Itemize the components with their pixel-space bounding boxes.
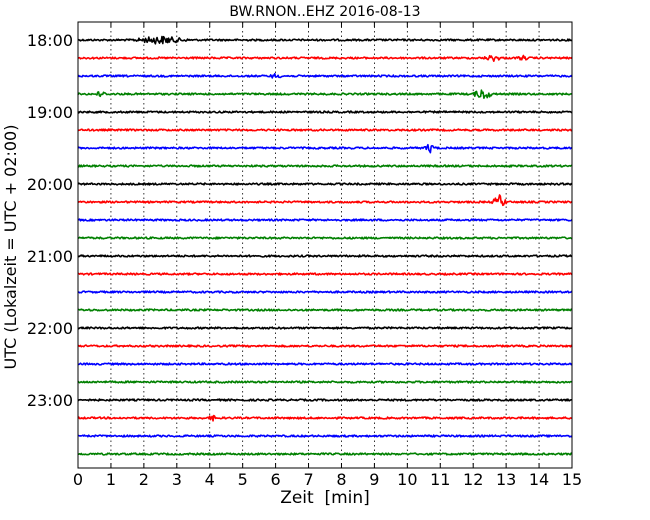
x-tick-label: 6 [271, 470, 281, 489]
seismic-trace [77, 414, 573, 422]
x-tick-label: 14 [529, 470, 549, 489]
x-tick-label: 15 [562, 470, 582, 489]
seismic-trace [77, 143, 573, 154]
y-tick-label: 21:00 [27, 247, 73, 266]
x-tick-label: 0 [73, 470, 83, 489]
x-tick-label: 9 [369, 470, 379, 489]
grid-lines [110, 22, 540, 468]
seismic-trace [77, 236, 573, 240]
seismic-trace [77, 54, 573, 63]
seismic-trace [77, 290, 573, 294]
seismic-trace [77, 272, 573, 276]
seismic-trace [77, 182, 573, 186]
seismic-trace [77, 164, 573, 168]
x-tick-label: 13 [496, 470, 516, 489]
seismic-trace [77, 398, 573, 402]
seismic-trace [77, 308, 573, 312]
y-tick-label: 22:00 [27, 319, 73, 338]
y-tick-label: 18:00 [27, 31, 73, 50]
y-tick-label: 20:00 [27, 175, 73, 194]
x-tick-label: 2 [139, 470, 149, 489]
seismic-trace [77, 452, 573, 456]
x-tick-label: 11 [430, 470, 450, 489]
x-tick-label: 4 [205, 470, 215, 489]
x-tick-label: 10 [397, 470, 417, 489]
seismic-trace [77, 35, 573, 45]
x-tick-label: 1 [106, 470, 116, 489]
x-axis-label: Zeit [min] [280, 488, 370, 508]
x-tick-label: 8 [336, 470, 346, 489]
y-tick-label: 23:00 [27, 391, 73, 410]
plot-frame [77, 21, 573, 469]
seismic-trace [77, 344, 573, 348]
y-tick-label: 19:00 [27, 103, 73, 122]
x-tick-label: 12 [463, 470, 483, 489]
seismic-trace [77, 110, 573, 114]
seismic-trace [77, 362, 573, 366]
seismic-trace [77, 254, 573, 258]
chart-title: BW.RNON..EHZ 2016-08-13 [229, 4, 420, 20]
x-tick-label: 3 [172, 470, 182, 489]
x-tick-label: 5 [238, 470, 248, 489]
seismic-trace [77, 194, 573, 207]
seismic-trace [77, 128, 573, 132]
x-tick-label: 7 [303, 470, 313, 489]
seismic-trace [77, 72, 573, 79]
ticks: 0 1 2 3 4 5 6 7 8 9 10 11 12 13 14 1518:0019:0020:0021:… [27, 22, 582, 489]
seismic-trace [77, 326, 573, 330]
seismic-trace [77, 218, 573, 222]
traces [77, 35, 573, 456]
seismic-trace [77, 434, 573, 438]
y-axis-label: UTC (Lokalzeit = UTC + 02:00) [1, 125, 20, 370]
seismic-trace [77, 89, 573, 99]
seismic-trace [77, 380, 573, 384]
